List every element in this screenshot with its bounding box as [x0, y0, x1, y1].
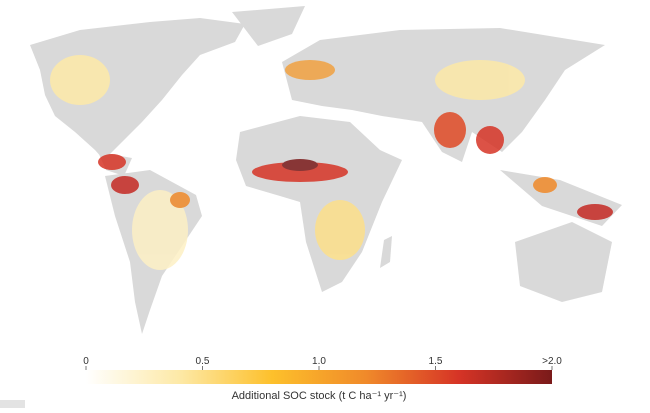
greenland	[232, 6, 305, 46]
hotspot	[434, 112, 466, 148]
colorbar-label: Additional SOC stock (t C ha⁻¹ yr⁻¹)	[232, 390, 407, 402]
hotspot	[252, 162, 348, 182]
hotspot	[170, 192, 190, 208]
australia	[515, 222, 612, 302]
colorbar-tick-label: 0	[83, 356, 89, 367]
hotspot	[282, 159, 318, 171]
colorbar-tick-label: 1.5	[429, 356, 443, 367]
madagascar	[380, 236, 392, 268]
hotspot	[476, 126, 504, 154]
hotspot	[285, 60, 335, 80]
world-map	[30, 6, 622, 334]
colorbar-tick-label: 0.5	[196, 356, 210, 367]
colorbar-tick-label: 1.0	[312, 356, 326, 367]
hotspot	[577, 204, 613, 220]
hotspot	[435, 60, 525, 100]
corner-tab	[0, 400, 25, 408]
colorbar-tick-label: >2.0	[542, 356, 562, 367]
hotspot	[132, 190, 188, 270]
eurasia	[282, 28, 605, 162]
africa	[236, 116, 402, 292]
hotspot	[98, 154, 126, 170]
colorbar: 0 0.5 1.0 1.5 >2.0	[83, 356, 562, 384]
hotspot	[315, 200, 365, 260]
hotspot	[533, 177, 557, 193]
hotspot	[111, 176, 139, 194]
north-america	[30, 18, 245, 160]
soc-hotspots	[50, 55, 613, 270]
hotspot	[50, 55, 110, 105]
colorbar-gradient	[86, 370, 552, 384]
